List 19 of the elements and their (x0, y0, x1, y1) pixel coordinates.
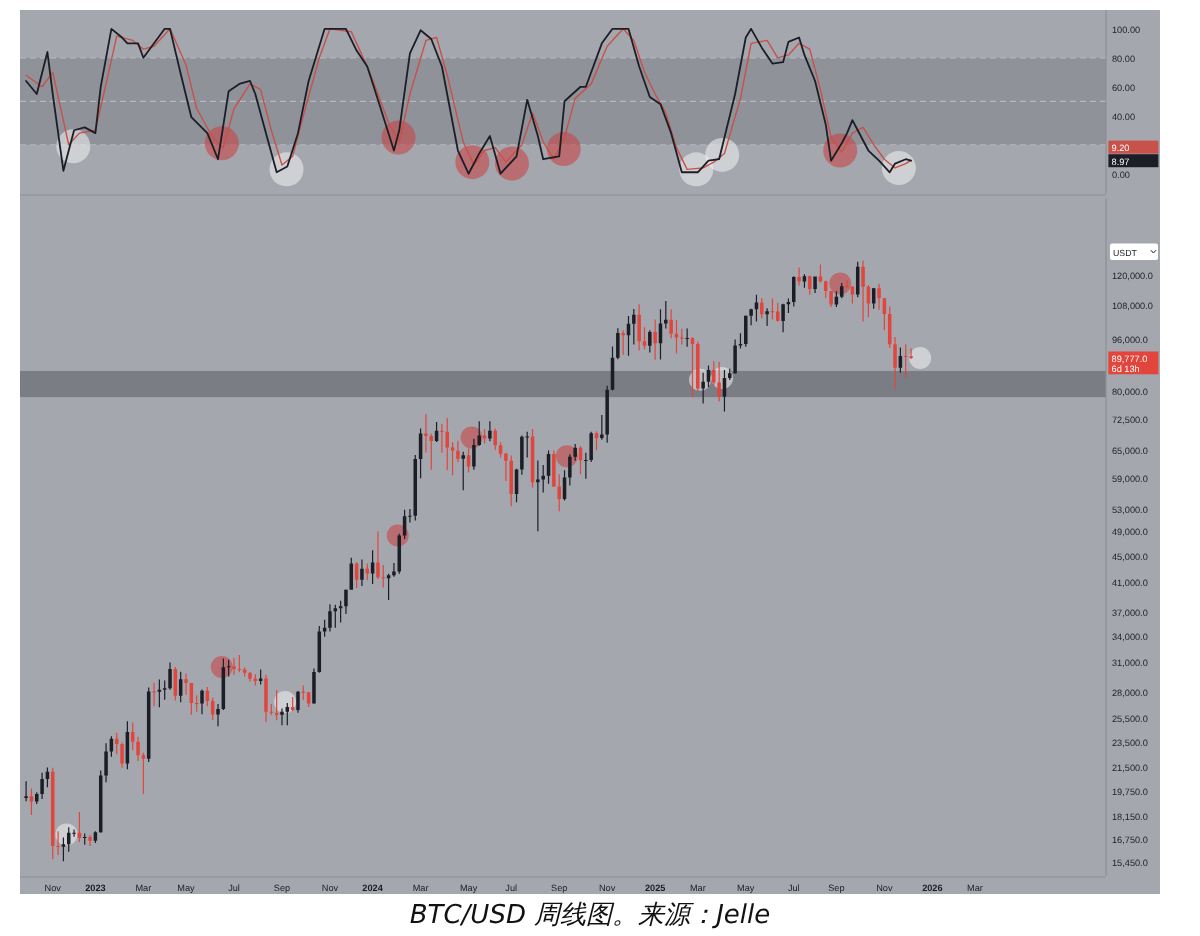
candlestick (813, 276, 817, 294)
candlestick (232, 657, 236, 675)
candlestick (152, 682, 156, 707)
candlestick (376, 531, 380, 579)
candlestick (797, 267, 801, 286)
candlestick (861, 260, 865, 322)
candlestick (40, 772, 44, 799)
candlestick (200, 689, 204, 715)
candlestick (328, 604, 332, 632)
text: BTC/USD 周线图。来源：Jelle (409, 900, 771, 930)
candlestick (680, 328, 684, 345)
candlestick (360, 559, 364, 586)
candlestick (280, 708, 284, 726)
candlestick (88, 834, 92, 846)
candlestick (248, 672, 252, 682)
point (909, 346, 932, 369)
candlestick (781, 303, 785, 333)
candlestick (264, 674, 268, 723)
candlestick (24, 781, 28, 802)
